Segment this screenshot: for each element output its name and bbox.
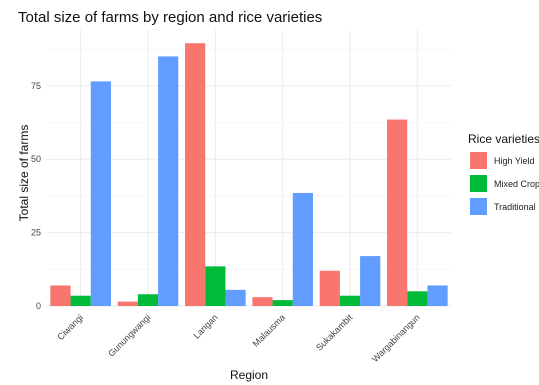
- x-axis-title: Region: [230, 368, 268, 382]
- chart-title: Total size of farms by region and rice v…: [18, 9, 322, 26]
- legend-key: [470, 175, 487, 192]
- bar-traditional: [158, 56, 179, 306]
- bar-high-yield: [387, 119, 408, 306]
- y-tick-label: 0: [36, 301, 41, 311]
- bar-high-yield: [319, 270, 340, 306]
- y-axis-title: Total size of farms: [17, 125, 31, 222]
- y-tick-label: 75: [31, 81, 41, 91]
- bar-mixed-crop: [137, 294, 159, 306]
- x-tick-label: Wargabinangun: [370, 312, 422, 364]
- bar-mixed-crop: [407, 291, 428, 306]
- legend-label: High Yield: [494, 156, 535, 166]
- legend-title: Rice varieties: [468, 132, 539, 146]
- legend: Rice varieties High Yield Mixed Crop Tradi…: [468, 132, 539, 215]
- bar-traditional: [360, 256, 381, 306]
- bar-traditional: [427, 285, 448, 306]
- y-tick-label: 50: [31, 154, 41, 164]
- legend-label: Traditional: [494, 202, 536, 212]
- bars: [50, 43, 448, 306]
- y-tick-label: 25: [31, 228, 41, 238]
- x-tick-label: Ciwangi: [55, 312, 85, 342]
- x-tick-label: Sukakambit: [314, 312, 355, 353]
- bar-traditional: [225, 289, 246, 306]
- bar-traditional: [292, 192, 313, 306]
- bar-traditional: [90, 81, 111, 306]
- legend-key: [470, 152, 487, 169]
- legend-key: [470, 198, 487, 215]
- bar-high-yield: [252, 297, 273, 306]
- x-tick-label: Langan: [191, 312, 219, 340]
- grid: [47, 30, 451, 307]
- x-tick-label: Malausma: [251, 312, 287, 348]
- bar-mixed-crop: [272, 300, 293, 306]
- x-tick-label: Gunungwangi: [106, 312, 152, 358]
- legend-label: Mixed Crop: [494, 179, 539, 189]
- bar-high-yield: [185, 43, 206, 306]
- bar-mixed-crop: [205, 266, 226, 306]
- bar-high-yield: [50, 285, 71, 306]
- bar-high-yield: [117, 301, 138, 306]
- x-axis-ticks: Ciwangi Gunungwangi Langan Malausma Sukakamb…: [55, 312, 421, 364]
- y-axis-ticks: 0 25 50 75: [31, 81, 41, 311]
- bar-mixed-crop: [339, 295, 361, 306]
- bar-mixed-crop: [70, 295, 91, 306]
